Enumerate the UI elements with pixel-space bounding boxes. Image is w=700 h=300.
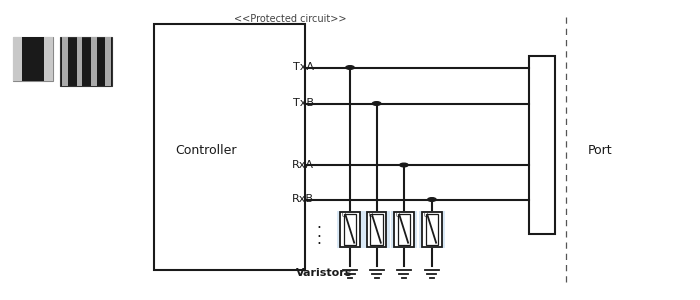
Bar (398, 214, 410, 245)
Bar (337, 211, 363, 248)
Text: TxA: TxA (293, 62, 314, 73)
Bar (22, 38, 44, 81)
Text: Port: Port (588, 143, 612, 157)
Bar (340, 212, 360, 247)
Text: .: . (316, 225, 321, 240)
Text: Varistors: Varistors (296, 268, 352, 278)
Bar (367, 212, 386, 247)
Text: .: . (316, 216, 321, 231)
Text: TxB: TxB (293, 98, 314, 109)
Text: U: U (395, 213, 400, 218)
Circle shape (400, 163, 408, 167)
Bar (394, 212, 414, 247)
Text: Controller: Controller (176, 143, 237, 157)
Text: .: . (316, 232, 321, 247)
Bar (13, 38, 22, 81)
Bar (44, 38, 53, 81)
Text: U: U (342, 213, 346, 218)
Circle shape (372, 102, 381, 105)
Bar (419, 211, 445, 248)
Bar (154, 24, 304, 270)
Bar (13, 38, 53, 81)
Circle shape (346, 66, 354, 69)
Text: RxA: RxA (292, 160, 314, 170)
Bar (62, 38, 69, 86)
Circle shape (428, 198, 436, 201)
Bar (422, 212, 442, 247)
Bar (60, 38, 112, 86)
Bar (391, 211, 417, 248)
Bar (105, 38, 111, 86)
Text: <<Protected circuit>>: <<Protected circuit>> (234, 14, 346, 25)
Bar (344, 214, 356, 245)
Text: RxB: RxB (292, 194, 314, 205)
Bar (363, 211, 390, 248)
Bar (528, 56, 555, 234)
Text: U: U (424, 213, 428, 218)
Bar (91, 38, 97, 86)
Bar (426, 214, 438, 245)
Bar (370, 214, 383, 245)
Text: U: U (368, 213, 372, 218)
Bar (76, 38, 83, 86)
